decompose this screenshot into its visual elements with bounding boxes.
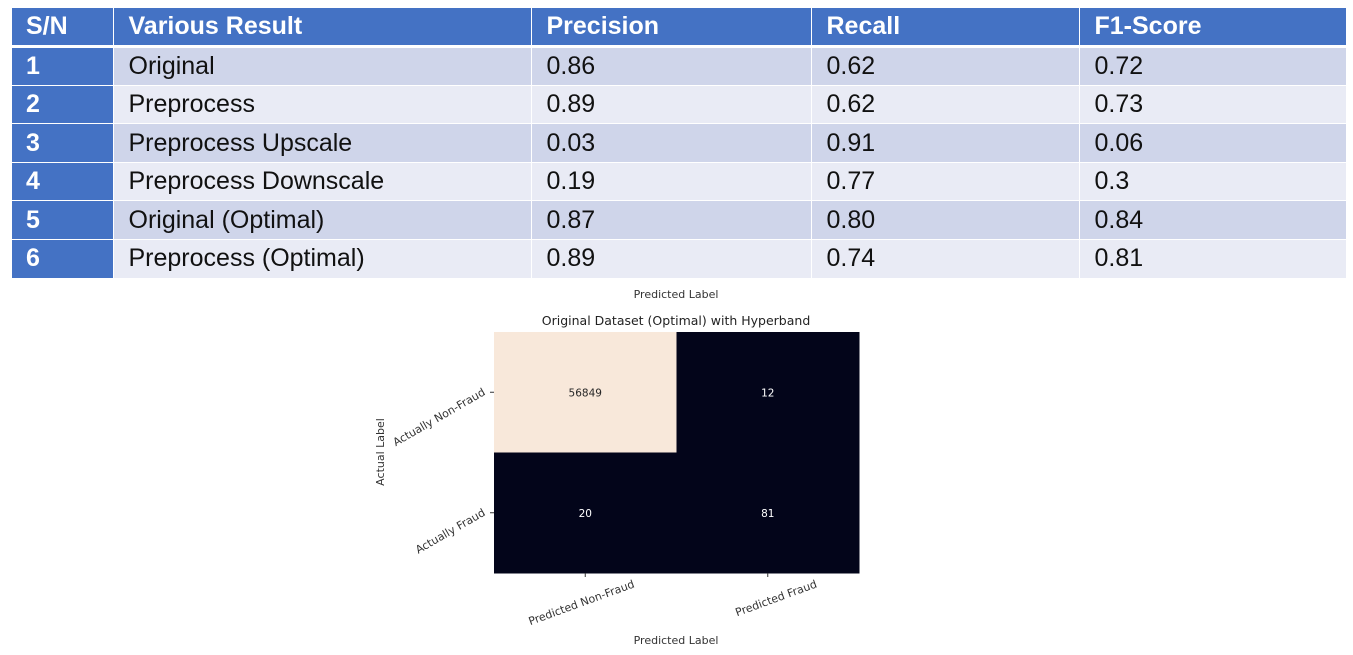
chart-x-axis-label: Predicted Label (634, 634, 719, 647)
y-tick-label: Actually Fraud (413, 506, 487, 556)
cell-precision: 0.89 (531, 239, 812, 279)
header-f1-score: F1-Score (1079, 8, 1347, 49)
cell-sn: 1 (12, 46, 114, 86)
heatmap-cell (494, 332, 677, 453)
chart-y-axis-label: Actual Label (374, 418, 387, 486)
cell-result: Preprocess Downscale (113, 162, 532, 202)
table-row: 4 Preprocess Downscale 0.19 0.77 0.3 (12, 162, 1347, 202)
table-header-row: S/N Various Result Precision Recall F1-S… (12, 8, 1347, 49)
table-row: 6 Preprocess (Optimal) 0.89 0.74 0.81 (12, 239, 1347, 279)
table-row: 1 Original 0.86 0.62 0.72 (12, 46, 1347, 86)
heatmap-cell-value: 56849 (569, 387, 602, 399)
cell-f1: 0.81 (1079, 239, 1347, 279)
cell-recall: 0.80 (811, 200, 1080, 241)
table-row: 3 Preprocess Upscale 0.03 0.91 0.06 (12, 123, 1347, 163)
x-tick-label: Predicted Non-Fraud (527, 578, 636, 628)
cell-recall: 0.77 (811, 162, 1080, 202)
cell-precision: 0.03 (531, 123, 812, 163)
heatmap-cell (494, 452, 677, 574)
cell-result: Original (113, 46, 532, 86)
cell-recall: 0.62 (811, 46, 1080, 86)
heatmap-cell-value: 81 (761, 508, 774, 520)
cell-recall: 0.74 (811, 239, 1080, 279)
chart-top-axis-label: Predicted Label (634, 288, 719, 301)
header-precision: Precision (531, 8, 812, 49)
results-table: S/N Various Result Precision Recall F1-S… (12, 8, 1347, 279)
chart-title: Original Dataset (Optimal) with Hyperban… (542, 313, 811, 328)
cell-sn: 4 (12, 162, 114, 202)
cell-sn: 6 (12, 239, 114, 279)
cell-f1: 0.3 (1079, 162, 1347, 202)
x-tick-label: Predicted Fraud (734, 578, 819, 620)
cell-precision: 0.19 (531, 162, 812, 202)
table-row: 2 Preprocess 0.89 0.62 0.73 (12, 85, 1347, 125)
cell-sn: 2 (12, 85, 114, 125)
cell-f1: 0.06 (1079, 123, 1347, 163)
cell-sn: 5 (12, 200, 114, 241)
heatmap-cell (676, 452, 860, 574)
cell-f1: 0.73 (1079, 85, 1347, 125)
cell-result: Original (Optimal) (113, 200, 532, 241)
cell-precision: 0.89 (531, 85, 812, 125)
table-row: 5 Original (Optimal) 0.87 0.80 0.84 (12, 200, 1347, 241)
cell-precision: 0.87 (531, 200, 812, 241)
cell-sn: 3 (12, 123, 114, 163)
header-various-result: Various Result (113, 8, 532, 49)
header-sn: S/N (12, 8, 114, 49)
cell-result: Preprocess Upscale (113, 123, 532, 163)
cell-result: Preprocess (113, 85, 532, 125)
cell-recall: 0.62 (811, 85, 1080, 125)
cell-recall: 0.91 (811, 123, 1080, 163)
cell-precision: 0.86 (531, 46, 812, 86)
heatmap-cell-value: 20 (579, 508, 592, 520)
cell-result: Preprocess (Optimal) (113, 239, 532, 279)
y-tick-label: Actually Non-Fraud (391, 386, 488, 449)
heatmap-cell (676, 332, 860, 453)
header-recall: Recall (811, 8, 1080, 49)
cell-f1: 0.72 (1079, 46, 1347, 86)
cell-f1: 0.84 (1079, 200, 1347, 241)
heatmap-cell-value: 12 (761, 387, 774, 399)
